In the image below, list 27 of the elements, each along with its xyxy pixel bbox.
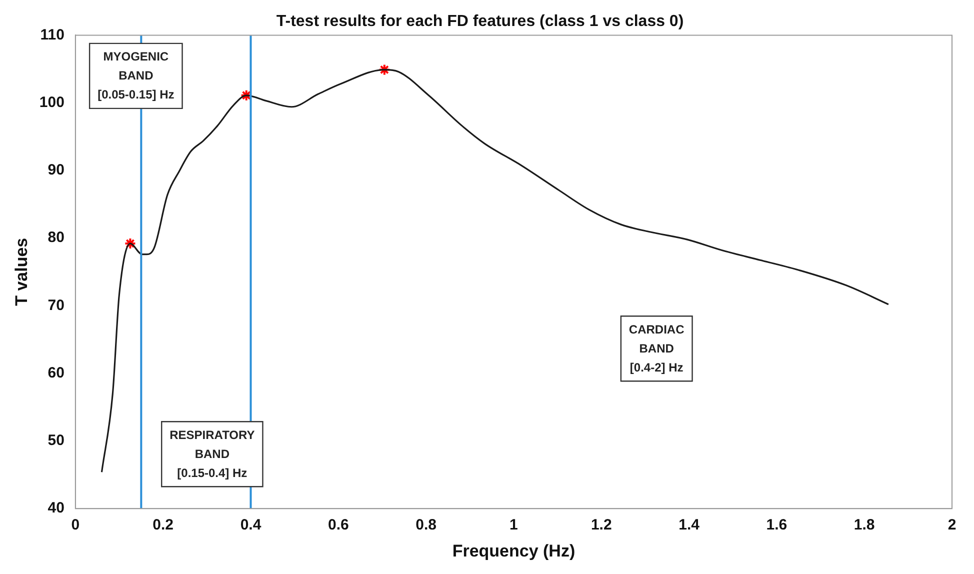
x-tick-label: 0.2 <box>152 516 174 534</box>
point <box>124 237 136 250</box>
y-axis-title: T values <box>12 238 31 306</box>
point <box>378 64 390 76</box>
x-tick-label: 1.2 <box>590 516 612 534</box>
x-tick-label: 0.6 <box>328 516 349 534</box>
x-tick-label: 1 <box>510 516 518 534</box>
y-tick-label: 100 <box>39 94 64 111</box>
y-tick-label: 50 <box>48 432 64 450</box>
y-tick-label: 40 <box>48 500 64 517</box>
y-tick-label: 90 <box>48 162 64 179</box>
x-tick-label: 0 <box>71 516 80 534</box>
y-tick-label: 80 <box>48 229 64 246</box>
x-tick-label: 0.8 <box>416 516 436 534</box>
chart-title: T-test results for each FD features (class 1 vs class 0) <box>276 13 684 30</box>
x-tick-label: 1.8 <box>854 516 875 534</box>
x-tick-label: 1.4 <box>678 516 700 534</box>
annotation: CARDIAC BAND [0.4-2] Hz <box>628 322 685 374</box>
x-tick-label: 1.6 <box>766 516 788 534</box>
y-tick-label: 110 <box>40 26 64 44</box>
x-tick-label: 0.4 <box>240 516 262 534</box>
y-tick-label: 60 <box>48 364 64 382</box>
y-tick-label: 70 <box>48 296 64 314</box>
annotation: RESPIRATORY BAND [0.15-0.4] Hz <box>170 428 255 480</box>
annotation: MYOGENIC BAND [0.05-0.15] Hz <box>98 50 174 102</box>
x-tick-label: 2 <box>948 516 956 534</box>
x-axis-title: Frequency (Hz) <box>452 541 576 560</box>
